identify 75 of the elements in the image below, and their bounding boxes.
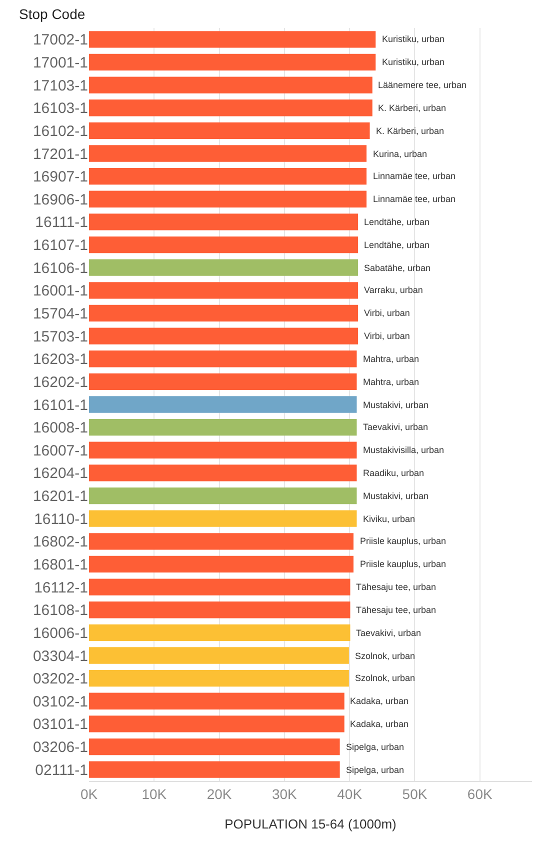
y-tick-label: 03304-1 bbox=[32, 648, 88, 665]
y-tick-label: 16204-1 bbox=[32, 465, 88, 482]
annotation: Linnamäe tee, urban bbox=[373, 194, 456, 204]
annotation: Priisle kauplus, urban bbox=[360, 559, 446, 569]
annotation: Lendtähe, urban bbox=[364, 240, 430, 250]
annotation: Szolnok, urban bbox=[355, 673, 416, 683]
annotation: K. Kärberi, urban bbox=[378, 103, 446, 113]
annotation: Virbi, urban bbox=[364, 308, 410, 318]
y-tick-label: 16110-1 bbox=[34, 510, 88, 528]
y-tick-label: 17201-1 bbox=[32, 146, 88, 163]
y-tick-label: 16103-1 bbox=[32, 100, 88, 118]
x-axis-title: POPULATION 15-64 (1000m) bbox=[224, 816, 396, 832]
annotation: Szolnok, urban bbox=[355, 651, 416, 661]
annotation: Kurina, urban bbox=[373, 149, 428, 159]
y-tick-label: 03101-1 bbox=[32, 716, 88, 734]
y-tick-label: 15704-1 bbox=[32, 305, 88, 322]
y-tick-label: 03206-1 bbox=[32, 739, 88, 756]
annotation: Kiviku, urban bbox=[363, 514, 416, 524]
annotation: Kuristiku, urban bbox=[382, 34, 445, 44]
annotation: Virbi, urban bbox=[364, 331, 410, 341]
y-tick-label: 17002-1 bbox=[32, 32, 88, 49]
annotation: Mustakivisilla, urban bbox=[363, 445, 444, 455]
y-axis-title: Stop Code bbox=[19, 6, 86, 22]
y-tick-label: 15703-1 bbox=[32, 328, 88, 346]
y-tick-label: 16102-1 bbox=[32, 122, 88, 140]
annotation: Raadiku, urban bbox=[363, 468, 424, 478]
x-tick-label: 50K bbox=[402, 786, 428, 802]
y-tick-label: 16006-1 bbox=[32, 624, 88, 642]
annotation: Lendtähe, urban bbox=[364, 217, 430, 227]
y-tick-label: 03202-1 bbox=[32, 670, 88, 688]
annotation: Priisle kauplus, urban bbox=[360, 536, 446, 546]
annotation: K. Kärberi, urban bbox=[376, 126, 444, 136]
annotation: Taevakivi, urban bbox=[356, 628, 422, 638]
y-tick-label: 16907-1 bbox=[32, 168, 88, 186]
x-tick-label: 10K bbox=[142, 786, 168, 802]
annotation: Sipelga, urban bbox=[346, 765, 404, 775]
y-tick-label: 17001-1 bbox=[32, 54, 88, 72]
x-tick-label: 60K bbox=[467, 786, 493, 802]
y-tick-label: 16001-1 bbox=[32, 282, 88, 300]
annotation: Kadaka, urban bbox=[350, 696, 409, 706]
y-tick-label: 02111-1 bbox=[35, 762, 88, 779]
x-tick-label: 20K bbox=[206, 786, 232, 802]
y-tick-label: 16101-1 bbox=[32, 396, 88, 414]
y-tick-label: 16111-1 bbox=[35, 214, 88, 232]
annotation: Varraku, urban bbox=[364, 285, 423, 295]
y-tick-label: 16008-1 bbox=[32, 420, 88, 437]
annotation: Mustakivi, urban bbox=[363, 491, 429, 501]
annotation: Läänemere tee, urban bbox=[378, 80, 467, 90]
y-tick-label: 16802-1 bbox=[32, 534, 88, 551]
annotation: Tähesaju tee, urban bbox=[356, 582, 436, 592]
y-tick-label: 16007-1 bbox=[32, 442, 88, 460]
y-tick-label: 16801-1 bbox=[32, 556, 88, 574]
annotation: Mustakivi, urban bbox=[363, 400, 429, 410]
annotation: Sabatähe, urban bbox=[364, 263, 431, 273]
annotation: Sipelga, urban bbox=[346, 742, 404, 752]
annotation: Taevakivi, urban bbox=[363, 422, 428, 432]
y-tick-label: 17103-1 bbox=[32, 77, 88, 94]
annotation: Mahtra, urban bbox=[363, 354, 420, 364]
annotation: Tähesaju tee, urban bbox=[356, 605, 436, 615]
y-tick-label: 16202-1 bbox=[32, 374, 88, 391]
y-tick-label: 16106-1 bbox=[32, 260, 88, 277]
annotation: Kuristiku, urban bbox=[382, 57, 445, 67]
y-tick-label: 16107-1 bbox=[32, 237, 88, 254]
y-tick-label: 16108-1 bbox=[32, 602, 88, 620]
annotation: Kadaka, urban bbox=[350, 719, 409, 729]
annotation: Linnamäe tee, urban bbox=[373, 171, 456, 181]
annotation: Mahtra, urban bbox=[363, 377, 420, 387]
y-tick-label: 16906-1 bbox=[32, 191, 88, 208]
x-tick-label: 40K bbox=[337, 786, 363, 802]
y-tick-label: 16203-1 bbox=[32, 351, 88, 368]
x-tick-label: 0K bbox=[80, 786, 98, 802]
y-tick-label: 16112-1 bbox=[34, 579, 88, 596]
x-tick-label: 30K bbox=[272, 786, 298, 802]
y-tick-label: 03102-1 bbox=[32, 693, 88, 710]
y-tick-label: 16201-1 bbox=[32, 488, 88, 506]
